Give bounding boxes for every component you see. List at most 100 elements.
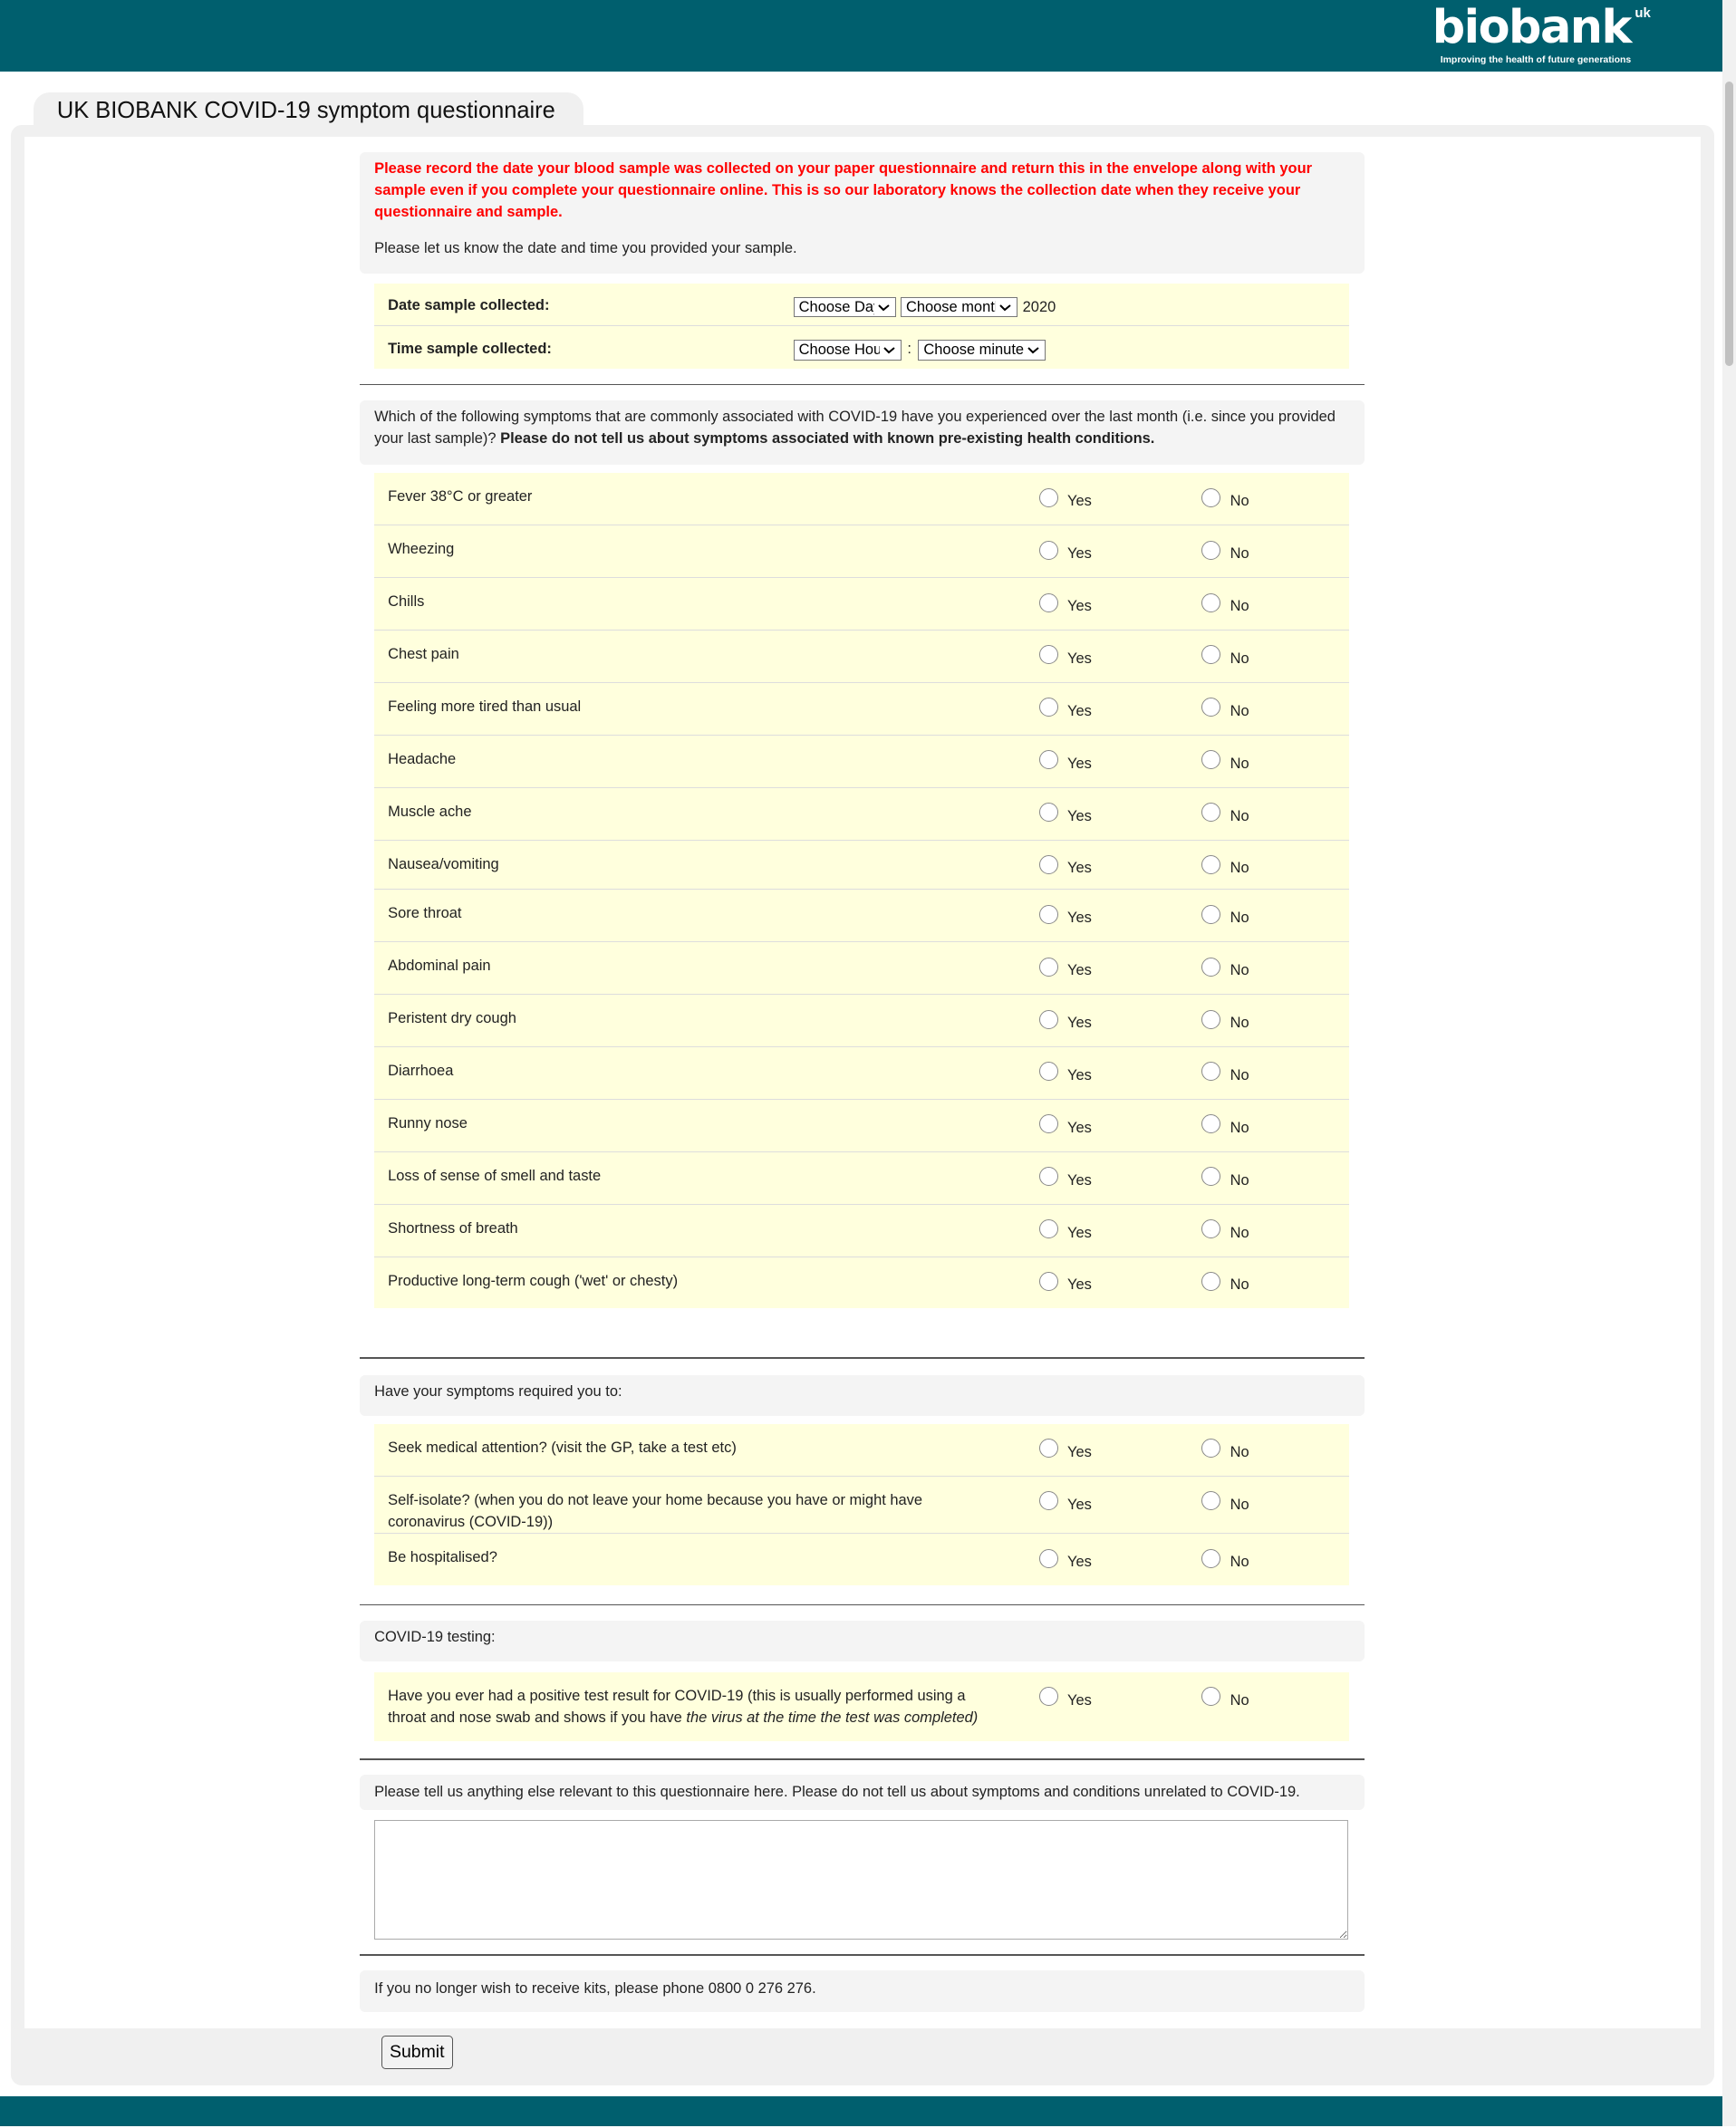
scrollbar-thumb[interactable] (1725, 81, 1734, 367)
yes-radio[interactable] (1038, 957, 1058, 977)
yes-label: Yes (1067, 1224, 1092, 1241)
yes-radio[interactable] (1038, 1062, 1058, 1082)
biobank-logo: biobank uk Improving the health of futur… (1432, 0, 1703, 71)
symptoms-question: Which of the following symptoms that are… (374, 407, 1351, 450)
question-label: Fever 38°C or greater (388, 488, 533, 506)
yes-radio[interactable] (1038, 540, 1058, 560)
no-label: No (1230, 1443, 1249, 1460)
no-radio[interactable] (1201, 1439, 1221, 1459)
symptom-row: Muscle ache Yes No (374, 788, 1350, 841)
no-radio[interactable] (1201, 750, 1221, 770)
question-label: Shortness of breath (388, 1219, 518, 1237)
time-row: Time sample collected: Choose Hour : Cho… (374, 326, 1349, 368)
time-separator: : (907, 341, 911, 358)
question-label: Diarrhoea (388, 1063, 454, 1079)
divider (359, 383, 1365, 386)
no-label: No (1230, 1554, 1249, 1571)
symptom-row: Sore throat Yes No (374, 890, 1350, 943)
yes-radio[interactable] (1038, 645, 1058, 665)
yes-radio[interactable] (1038, 487, 1058, 507)
yes-radio[interactable] (1038, 1439, 1058, 1459)
question-label: Muscle ache (388, 803, 472, 820)
required-row: Self-isolate? (when you do not leave you… (374, 1477, 1350, 1535)
symptom-row: Abdominal pain Yes No (374, 942, 1350, 996)
no-radio[interactable] (1201, 1271, 1221, 1291)
symptom-row: Fever 38°C or greater Yes No (374, 473, 1350, 526)
header: biobank uk Improving the health of futur… (0, 0, 1723, 72)
yes-radio[interactable] (1038, 904, 1058, 924)
yes-label: Yes (1067, 755, 1092, 772)
no-label: No (1230, 702, 1249, 719)
required-row: Seek medical attention? (visit the GP, t… (374, 1424, 1350, 1477)
no-radio[interactable] (1201, 592, 1221, 612)
yes-label: Yes (1067, 1119, 1092, 1136)
yes-radio[interactable] (1038, 1114, 1058, 1134)
yes-radio[interactable] (1038, 1009, 1058, 1029)
no-radio[interactable] (1201, 1009, 1221, 1029)
no-label: No (1230, 910, 1249, 927)
symptom-row: Chest pain Yes No (374, 631, 1350, 683)
yes-radio[interactable] (1038, 1687, 1058, 1707)
no-radio[interactable] (1201, 1219, 1221, 1239)
scrollbar[interactable] (1722, 0, 1736, 2127)
required-row: Be hospitalised? Yes No (374, 1534, 1349, 1585)
yes-radio[interactable] (1038, 803, 1058, 823)
question-label: Be hospitalised? (388, 1549, 497, 1566)
yes-radio[interactable] (1038, 1219, 1058, 1239)
question-label: Nausea/vomiting (388, 855, 499, 872)
no-radio[interactable] (1201, 957, 1221, 977)
time-label: Time sample collected: (388, 340, 552, 357)
no-radio[interactable] (1201, 1114, 1221, 1134)
yes-label: Yes (1067, 702, 1092, 719)
yes-radio[interactable] (1038, 698, 1058, 717)
no-radio[interactable] (1201, 1062, 1221, 1082)
yes-radio[interactable] (1038, 750, 1058, 770)
yes-radio[interactable] (1038, 1271, 1058, 1291)
required-question: Have your symptoms required you to: (374, 1383, 622, 1401)
question-label: Runny nose (388, 1114, 468, 1131)
divider (359, 1758, 1365, 1760)
question-label: Peristent dry cough (388, 1010, 516, 1027)
no-radio[interactable] (1201, 540, 1221, 560)
yes-label: Yes (1067, 1554, 1092, 1571)
no-radio[interactable] (1201, 645, 1221, 665)
testing-item-italic: the virus at the time the test was compl… (686, 1709, 979, 1726)
no-radio[interactable] (1201, 698, 1221, 717)
yes-label: Yes (1067, 910, 1092, 927)
no-label: No (1230, 860, 1249, 877)
day-select[interactable]: Choose Day (793, 296, 897, 318)
minutes-select[interactable]: Choose minutes (918, 340, 1046, 361)
date-label: Date sample collected: (388, 297, 550, 314)
submit-button[interactable]: Submit (381, 2035, 453, 2070)
yes-label: Yes (1067, 1015, 1092, 1032)
other-info-textarea[interactable] (374, 1819, 1348, 1940)
yes-radio[interactable] (1038, 1548, 1058, 1568)
question-label: Chest pain (388, 646, 459, 662)
no-label: No (1230, 1015, 1249, 1032)
no-label: No (1230, 807, 1249, 824)
symptom-row: Headache Yes No (374, 736, 1350, 788)
no-radio[interactable] (1201, 904, 1221, 924)
no-radio[interactable] (1201, 854, 1221, 874)
yes-radio[interactable] (1038, 854, 1058, 874)
yes-radio[interactable] (1038, 1167, 1058, 1187)
no-radio[interactable] (1201, 1687, 1221, 1707)
yes-radio[interactable] (1038, 1491, 1058, 1511)
logo-text: biobank (1432, 0, 1633, 54)
month-select[interactable]: Choose month (900, 296, 1017, 318)
no-radio[interactable] (1201, 487, 1221, 507)
no-label: No (1230, 545, 1249, 563)
no-radio[interactable] (1201, 803, 1221, 823)
date-row: Date sample collected: Choose Day Choose… (374, 284, 1350, 327)
question-label: Sore throat (388, 905, 462, 922)
yes-radio[interactable] (1038, 592, 1058, 612)
symptom-row: Shortness of breath Yes No (374, 1205, 1350, 1257)
other-prompt-box: Please tell us anything else relevant to… (359, 1775, 1365, 1811)
yes-label: Yes (1067, 1276, 1092, 1294)
sample-table: Date sample collected: Choose Day Choose… (374, 283, 1350, 370)
no-radio[interactable] (1201, 1167, 1221, 1187)
no-radio[interactable] (1201, 1491, 1221, 1511)
yes-label: Yes (1067, 807, 1092, 824)
hour-select[interactable]: Choose Hour (793, 340, 902, 361)
no-radio[interactable] (1201, 1548, 1221, 1568)
